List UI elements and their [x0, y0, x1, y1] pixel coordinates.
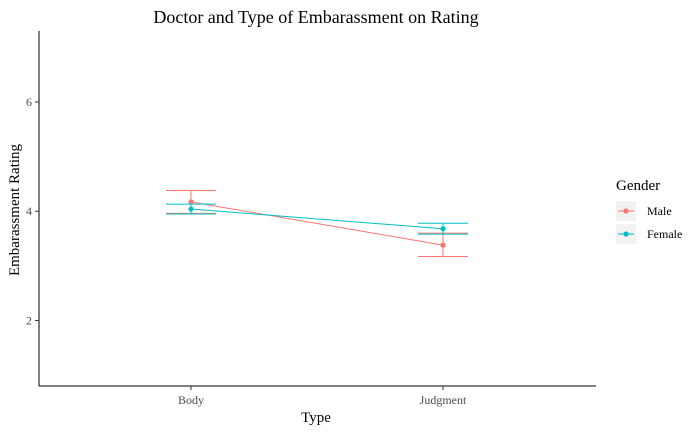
x-tick-label: Judgment	[420, 393, 467, 407]
legend-item-female: Female	[616, 224, 682, 244]
data-point	[440, 226, 446, 232]
legend: Gender Male Female	[616, 178, 682, 244]
legend-item-male: Male	[616, 201, 672, 221]
x-tick-label: Body	[178, 393, 204, 407]
data-point	[440, 242, 446, 248]
legend-key-point	[623, 231, 629, 237]
legend-items: Male Female	[616, 201, 682, 244]
legend-title: Gender	[616, 178, 660, 194]
legend-key-point	[623, 208, 629, 214]
series-female	[166, 203, 468, 235]
series-line	[190, 208, 444, 230]
y-axis-ticks: 2 4 6	[26, 95, 39, 327]
x-axis-title: Type	[301, 410, 331, 426]
legend-label: Female	[647, 227, 682, 241]
series-line	[190, 201, 444, 246]
chart-title: Doctor and Type of Embarassment on Ratin…	[153, 7, 478, 27]
legend-label: Male	[647, 204, 672, 218]
y-axis-title: Embarassment Rating	[7, 143, 23, 276]
y-tick-label: 6	[26, 95, 32, 109]
data-point	[188, 199, 194, 205]
series-male	[166, 189, 468, 258]
y-tick-label: 4	[26, 204, 32, 218]
data-point	[188, 206, 194, 212]
y-tick-label: 2	[26, 313, 32, 327]
x-axis-ticks: Body Judgment	[178, 386, 467, 407]
plot-area	[166, 189, 468, 258]
